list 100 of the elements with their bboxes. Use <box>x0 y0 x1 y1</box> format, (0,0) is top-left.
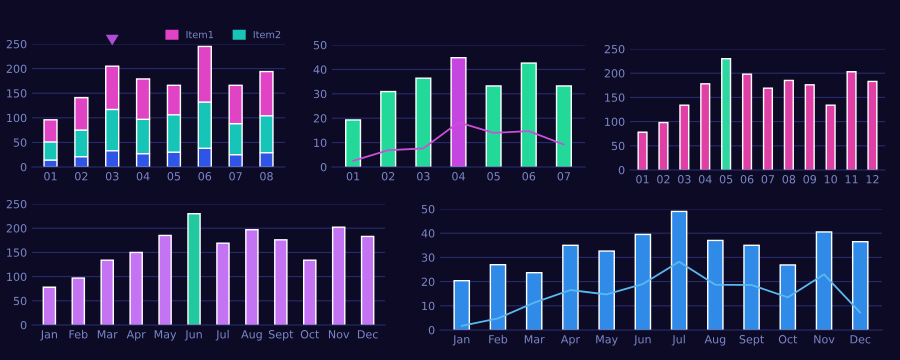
x-tick-label: Jul <box>216 330 229 341</box>
x-tick-label: Jun <box>634 335 651 346</box>
x-tick-label: 08 <box>782 175 796 184</box>
y-tick-label: 0 <box>618 166 624 174</box>
bar <box>598 250 615 330</box>
bar <box>216 242 230 325</box>
y-tick-label: 50 <box>314 40 326 50</box>
x-tick-label: 04 <box>136 172 150 180</box>
bar <box>780 264 796 330</box>
x-tick-label: 03 <box>678 175 691 184</box>
bar <box>742 73 752 170</box>
y-tick-label: 40 <box>314 65 326 74</box>
y-tick-label: 10 <box>314 138 326 147</box>
bar <box>129 252 143 325</box>
bar <box>158 234 172 325</box>
bar <box>867 80 878 170</box>
y-tick-label: 50 <box>14 296 26 306</box>
x-tick-label: Jul <box>672 334 685 346</box>
x-tick-label: May <box>154 330 176 341</box>
bar <box>490 264 506 330</box>
y-tick-label: 30 <box>314 90 326 98</box>
x-tick-label: Sept <box>740 335 764 346</box>
y-tick-label: 20 <box>422 278 434 286</box>
bar <box>380 90 396 167</box>
x-tick-label: Nov <box>814 335 835 344</box>
bar <box>274 239 288 325</box>
y-tick-label: 150 <box>7 248 26 257</box>
x-tick-label: 05 <box>720 175 732 184</box>
y-tick-label: 40 <box>422 229 434 238</box>
x-tick-label: Aug <box>704 335 726 346</box>
y-tick-label: 250 <box>6 40 26 48</box>
y-tick-label: 20 <box>314 114 326 123</box>
x-tick-label: Mar <box>524 335 545 344</box>
bar <box>245 228 259 325</box>
bar <box>634 234 652 330</box>
bar <box>332 226 346 325</box>
x-tick-label: 06 <box>522 172 536 180</box>
bar <box>345 119 362 167</box>
bar <box>42 286 56 325</box>
x-tick-label: May <box>596 335 618 346</box>
x-tick-label: 12 <box>866 175 878 184</box>
bar <box>100 259 114 325</box>
y-tick-label: 50 <box>612 142 624 150</box>
bar <box>721 58 732 170</box>
y-tick-label: 200 <box>604 69 624 78</box>
x-tick-label: Mar <box>98 330 118 338</box>
x-tick-label: 02 <box>75 172 88 180</box>
y-tick-label: 150 <box>605 93 624 102</box>
x-tick-label: 02 <box>382 172 394 180</box>
x-tick-label: 05 <box>487 172 500 180</box>
x-tick-label: Jan <box>40 330 57 341</box>
x-tick-label: 10 <box>824 175 837 184</box>
x-tick-label: 07 <box>762 175 774 184</box>
bar <box>804 84 815 170</box>
y-tick-label: 0 <box>320 162 326 172</box>
y-tick-label: 10 <box>422 302 434 310</box>
x-tick-label: Feb <box>70 330 88 338</box>
bar <box>562 244 579 330</box>
bar <box>670 210 688 330</box>
x-tick-label: 01 <box>44 172 57 180</box>
bar <box>700 83 710 170</box>
x-tick-label: Jun <box>184 330 202 341</box>
bar <box>679 104 690 170</box>
y-tick-label: 50 <box>422 204 434 214</box>
y-tick-label: 0 <box>20 162 26 172</box>
bar <box>846 71 857 170</box>
x-tick-label: 03 <box>417 172 430 180</box>
bar <box>303 259 317 325</box>
bar <box>658 122 669 170</box>
x-tick-label: Oct <box>778 335 798 344</box>
x-tick-label: 01 <box>346 172 360 180</box>
bar <box>743 244 760 330</box>
x-tick-label: Feb <box>489 334 508 344</box>
y-tick-label: 0 <box>428 326 434 334</box>
x-tick-label: Apr <box>560 335 580 346</box>
bar <box>784 80 794 170</box>
bar <box>637 132 648 170</box>
x-tick-label: 05 <box>168 172 180 180</box>
bar <box>852 240 869 330</box>
x-tick-label: Sept <box>268 330 294 341</box>
y-tick-label: 100 <box>7 272 26 281</box>
x-tick-label: 02 <box>657 175 670 184</box>
x-tick-label: Jan <box>452 335 470 346</box>
x-tick-label: 06 <box>198 172 212 180</box>
x-tick-label: Aug <box>241 330 262 341</box>
legend-label: Item2 <box>254 30 280 38</box>
y-tick-label: 200 <box>6 224 26 233</box>
x-tick-label: 07 <box>558 172 570 180</box>
bar <box>556 85 572 167</box>
bar <box>360 236 374 325</box>
x-tick-label: Nov <box>328 330 350 338</box>
bar <box>826 104 836 170</box>
bar <box>520 62 537 167</box>
x-tick-label: 03 <box>106 172 118 180</box>
x-tick-label: Dec <box>850 335 870 344</box>
bar <box>762 88 774 170</box>
bar <box>453 280 470 330</box>
x-tick-label: 06 <box>740 175 754 184</box>
bar <box>816 231 832 330</box>
x-tick-label: Apr <box>126 330 146 341</box>
